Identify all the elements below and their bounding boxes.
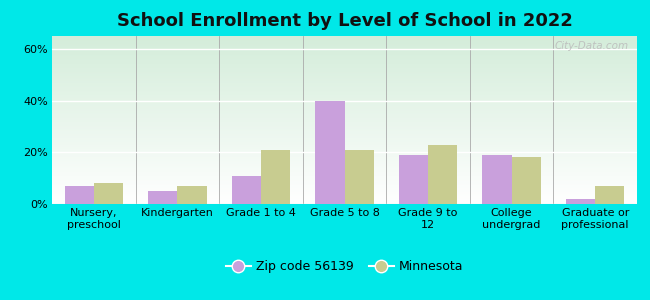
Bar xyxy=(148,191,177,204)
Bar xyxy=(177,186,207,204)
Title: School Enrollment by Level of School in 2022: School Enrollment by Level of School in … xyxy=(116,12,573,30)
Bar xyxy=(231,176,261,204)
Text: City-Data.com: City-Data.com xyxy=(554,41,628,51)
Bar xyxy=(595,186,625,204)
Bar xyxy=(94,183,123,204)
Bar xyxy=(428,145,458,204)
Bar xyxy=(261,150,290,204)
Bar xyxy=(64,186,94,204)
Bar xyxy=(566,199,595,204)
Bar xyxy=(512,158,541,204)
Legend: Zip code 56139, Minnesota: Zip code 56139, Minnesota xyxy=(221,255,468,278)
Bar xyxy=(482,155,512,204)
Bar xyxy=(399,155,428,204)
Bar xyxy=(315,100,344,204)
Bar xyxy=(344,150,374,204)
